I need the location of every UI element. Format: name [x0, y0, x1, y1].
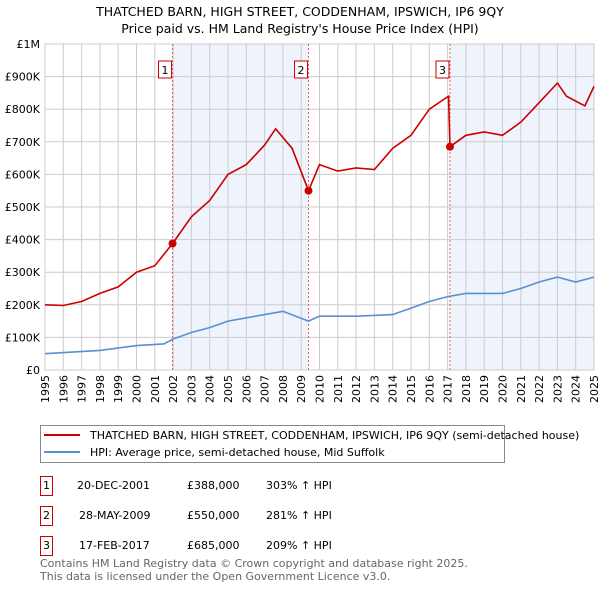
plot-border [44, 43, 595, 371]
x-tick-label: 2013 [368, 375, 381, 403]
sale-point [445, 142, 454, 151]
sale-badge: 1 [40, 476, 53, 496]
y-tick-label: £500K [5, 201, 41, 214]
y-tick-label: £600K [5, 168, 41, 181]
y-tick-label: £700K [5, 136, 41, 149]
x-tick-label: 2017 [442, 375, 455, 403]
legend-item-hpi: HPI: Average price, semi-detached house,… [41, 444, 385, 460]
sale-label-box [435, 60, 450, 79]
x-tick-label: 1995 [39, 375, 52, 403]
y-tick-label: £0 [26, 364, 40, 377]
sale-label-box [294, 60, 309, 79]
legend: THATCHED BARN, HIGH STREET, CODDENHAM, I… [40, 425, 579, 463]
x-tick-label: 2019 [478, 375, 491, 403]
legend-swatch-blue [44, 451, 80, 453]
legend-swatch-red [44, 434, 80, 436]
sale-label: 2 [298, 64, 305, 77]
x-tick-label: 2024 [570, 375, 583, 403]
x-tick-label: 2003 [185, 375, 198, 403]
sale-price: £388,000 [187, 479, 240, 492]
x-tick-label: 1998 [94, 375, 107, 403]
sale-date: 17-FEB-2017 [79, 539, 150, 552]
x-tick-label: 2021 [515, 375, 528, 403]
x-tick-label: 2005 [222, 375, 235, 403]
legend-label: HPI: Average price, semi-detached house,… [90, 445, 385, 459]
x-tick-label: 2025 [588, 375, 600, 403]
sale-price: £550,000 [187, 509, 240, 522]
x-tick-label: 1997 [76, 375, 89, 403]
sale-price: £685,000 [187, 539, 240, 552]
x-tick-label: 2015 [405, 375, 418, 403]
x-tick-label: 2008 [277, 375, 290, 403]
x-tick-label: 2016 [423, 375, 436, 403]
footer-line: This data is licensed under the Open Gov… [40, 570, 391, 583]
x-tick-label: 2020 [497, 375, 510, 403]
x-tick-label: 2000 [131, 375, 144, 403]
sale-point [304, 186, 313, 195]
property-price-line [44, 81, 595, 307]
chart-title: THATCHED BARN, HIGH STREET, CODDENHAM, I… [96, 4, 504, 19]
x-tick-label: 2018 [460, 375, 473, 403]
x-tick-label: 2023 [551, 375, 564, 403]
x-tick-label: 1999 [112, 375, 125, 403]
x-tick-label: 2004 [204, 375, 217, 403]
sale-label: 3 [439, 64, 446, 77]
x-tick-label: 2022 [533, 375, 546, 403]
y-tick-label: £900K [5, 71, 41, 84]
sale-badge: 3 [40, 536, 53, 556]
y-tick-label: £1M [17, 38, 41, 51]
x-tick-label: 2011 [332, 375, 345, 403]
sale-badge: 2 [40, 506, 53, 526]
y-tick-label: £300K [5, 266, 41, 279]
sale-hpi: 303% ↑ HPI [266, 479, 332, 492]
chart-subtitle: Price paid vs. HM Land Registry's House … [121, 21, 479, 36]
sale-date: 20-DEC-2001 [77, 479, 151, 492]
hpi-line [44, 276, 595, 355]
x-tick-label: 2012 [350, 375, 363, 403]
x-tick-label: 2002 [167, 375, 180, 403]
legend-label: THATCHED BARN, HIGH STREET, CODDENHAM, I… [90, 428, 580, 442]
x-tick-label: 2010 [314, 375, 327, 403]
x-tick-label: 2001 [149, 375, 162, 403]
sale-hpi: 209% ↑ HPI [266, 539, 332, 552]
x-tick-label: 2014 [387, 375, 400, 403]
y-tick-label: £800K [5, 103, 41, 116]
plot-area: 1995 1996 1997 1998 1999 2000 2001 2002 2003 2004… [5, 38, 600, 403]
footer-line: Contains HM Land Registry data © Crown c… [40, 557, 468, 570]
sale-hpi: 281% ↑ HPI [266, 509, 332, 522]
x-tick-label: 1996 [57, 375, 70, 403]
y-tick-label: £400K [5, 234, 41, 247]
x-tick-label: 2007 [259, 375, 272, 403]
x-tick-label: 2009 [295, 375, 308, 403]
sale-point [168, 239, 177, 248]
x-tick-label: 2006 [240, 375, 253, 403]
sale-label-box [158, 60, 173, 79]
y-tick-label: £100K [5, 331, 41, 344]
sale-date: 28-MAY-2009 [79, 509, 151, 522]
y-tick-label: £200K [5, 299, 41, 312]
footer: Contains HM Land Registry data © Crown c… [40, 557, 468, 583]
legend-item-property: THATCHED BARN, HIGH STREET, CODDENHAM, I… [41, 427, 579, 443]
sale-label: 1 [162, 64, 169, 77]
